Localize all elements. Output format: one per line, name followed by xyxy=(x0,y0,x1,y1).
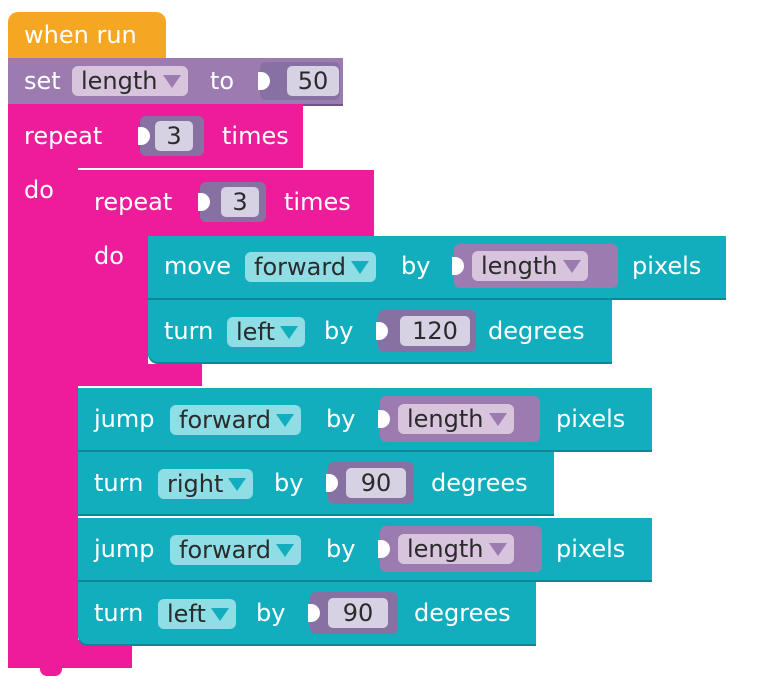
direction-dropdown[interactable]: left xyxy=(158,599,236,629)
direction-dropdown-label: forward xyxy=(254,253,347,281)
dropdown-arrow-icon xyxy=(279,326,298,339)
dropdown-arrow-icon xyxy=(162,75,181,88)
variable-dropdown-label: length xyxy=(81,67,158,95)
turn-label: turn xyxy=(164,317,214,345)
by-label: by xyxy=(326,405,356,433)
by-label: by xyxy=(401,252,431,280)
turn-block[interactable]: turn right by 90 degrees xyxy=(78,452,554,514)
turn-value-field[interactable]: 90 xyxy=(328,598,388,628)
dropdown-arrow-icon xyxy=(228,478,247,491)
direction-dropdown-label: forward xyxy=(179,406,272,434)
jump-block[interactable]: jump forward by length pixels xyxy=(78,518,652,580)
variable-dropdown-label: length xyxy=(407,535,484,563)
outer-repeat-footer xyxy=(8,640,132,668)
dropdown-arrow-icon xyxy=(351,261,370,274)
direction-dropdown-label: left xyxy=(236,318,275,346)
do-label: do xyxy=(94,242,124,270)
move-block[interactable]: move forward by length pixels xyxy=(148,236,726,298)
jump-label: jump xyxy=(94,535,155,563)
turn-value-field[interactable]: 120 xyxy=(400,316,470,346)
inner-repeat-footer xyxy=(78,364,202,386)
when-run-label: when run xyxy=(24,21,137,49)
plug-connector-icon xyxy=(308,604,320,622)
variable-dropdown-label: length xyxy=(407,405,484,433)
direction-dropdown[interactable]: forward xyxy=(170,405,302,435)
dropdown-arrow-icon xyxy=(210,608,229,621)
turn-label: turn xyxy=(94,469,144,497)
by-label: by xyxy=(326,535,356,563)
to-label: to xyxy=(210,67,235,95)
plug-connector-icon xyxy=(452,257,464,275)
turn-value-field[interactable]: 90 xyxy=(346,468,406,498)
dropdown-arrow-icon xyxy=(562,260,581,273)
outer-repeat-count-field[interactable]: 3 xyxy=(155,121,193,151)
variable-dropdown-length[interactable]: length xyxy=(72,66,188,96)
do-label: do xyxy=(24,176,54,204)
repeat-label: repeat xyxy=(94,188,173,216)
jump-block[interactable]: jump forward by length pixels xyxy=(78,388,652,450)
times-label: times xyxy=(284,188,351,216)
plug-connector-icon xyxy=(376,322,388,340)
pixels-label: pixels xyxy=(632,252,702,280)
direction-dropdown[interactable]: right xyxy=(158,469,254,499)
plug-connector-icon xyxy=(378,540,390,558)
plug-connector-icon xyxy=(378,410,390,428)
times-label: times xyxy=(222,122,289,150)
repeat-label: repeat xyxy=(24,122,103,150)
plug-connector-icon xyxy=(198,193,210,211)
outer-repeat-bottom-tab xyxy=(40,668,62,676)
variable-dropdown-label: length xyxy=(481,252,558,280)
degrees-label: degrees xyxy=(431,469,528,497)
when-run-block[interactable]: when run xyxy=(8,12,166,60)
by-label: by xyxy=(324,317,354,345)
outer-repeat-block[interactable]: repeat 3 times xyxy=(8,104,303,168)
dropdown-arrow-icon xyxy=(488,543,507,556)
direction-dropdown[interactable]: forward xyxy=(170,535,302,565)
length-variable-dropdown[interactable]: length xyxy=(398,404,514,434)
direction-dropdown-label: forward xyxy=(179,536,272,564)
degrees-label: degrees xyxy=(488,317,585,345)
direction-dropdown-label: right xyxy=(167,470,224,498)
move-label: move xyxy=(164,252,232,280)
plug-connector-icon xyxy=(258,72,270,90)
turn-label: turn xyxy=(94,599,144,627)
inner-repeat-block[interactable]: repeat 3 times xyxy=(78,170,374,236)
direction-dropdown-label: left xyxy=(167,600,206,628)
direction-dropdown[interactable]: forward xyxy=(245,252,377,282)
dropdown-arrow-icon xyxy=(276,544,295,557)
by-label: by xyxy=(274,469,304,497)
length-variable-dropdown[interactable]: length xyxy=(472,251,588,281)
turn-block[interactable]: turn left by 120 degrees xyxy=(148,300,612,362)
inner-repeat-arm: do xyxy=(78,234,148,370)
pixels-label: pixels xyxy=(556,405,626,433)
dropdown-arrow-icon xyxy=(276,414,295,427)
jump-label: jump xyxy=(94,405,155,433)
set-label: set xyxy=(24,67,61,95)
dropdown-arrow-icon xyxy=(488,413,507,426)
set-value-field[interactable]: 50 xyxy=(287,66,339,96)
set-variable-block[interactable]: set length to 50 xyxy=(8,58,343,104)
inner-repeat-count-field[interactable]: 3 xyxy=(221,187,259,217)
by-label: by xyxy=(256,599,286,627)
plug-connector-icon xyxy=(138,127,150,145)
plug-connector-icon xyxy=(326,474,338,492)
pixels-label: pixels xyxy=(556,535,626,563)
length-variable-dropdown[interactable]: length xyxy=(398,534,514,564)
degrees-label: degrees xyxy=(414,599,511,627)
turn-block[interactable]: turn left by 90 degrees xyxy=(78,582,536,644)
outer-repeat-arm: do xyxy=(8,166,78,660)
direction-dropdown[interactable]: left xyxy=(227,317,305,347)
